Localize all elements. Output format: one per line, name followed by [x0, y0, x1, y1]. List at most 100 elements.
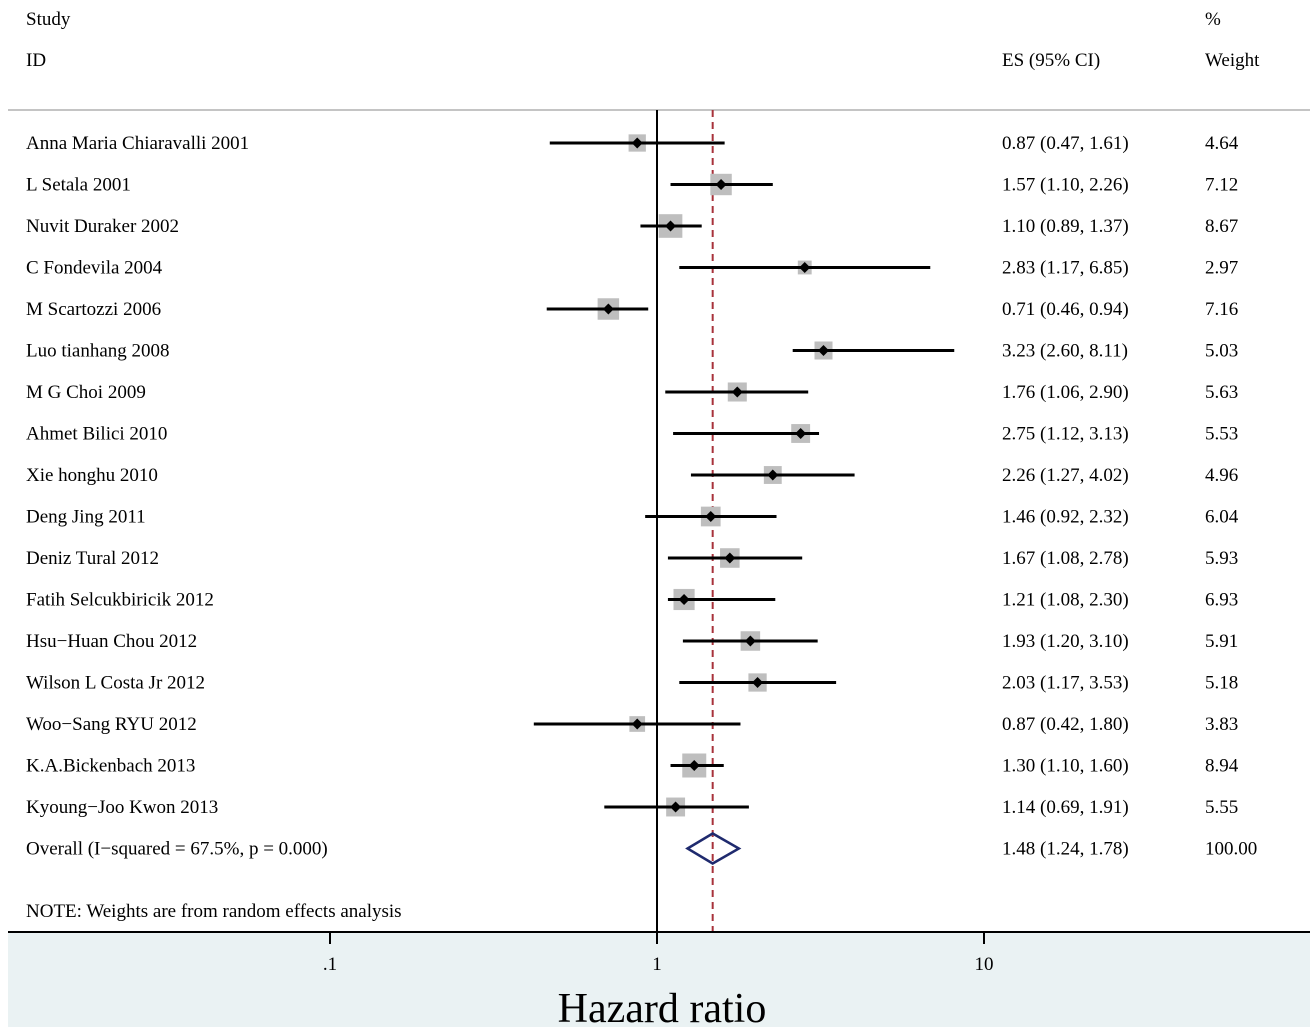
- weight-text: 4.64: [1205, 133, 1239, 154]
- point-marker: [670, 801, 682, 813]
- weight-text: 5.18: [1205, 673, 1238, 694]
- study-row: Luo tianhang 2008 3.23 (2.60, 8.11) 5.03: [26, 341, 1238, 362]
- header-study: Study: [26, 9, 71, 30]
- weight-text: 8.94: [1205, 756, 1239, 777]
- es-text: 0.87 (0.47, 1.61): [1002, 133, 1129, 154]
- study-label: Wilson L Costa Jr 2012: [26, 673, 205, 694]
- study-label: M G Choi 2009: [26, 382, 146, 403]
- weight-text: 4.96: [1205, 465, 1238, 486]
- x-tick-label: 1: [652, 954, 662, 975]
- study-label: Luo tianhang 2008: [26, 341, 170, 362]
- x-tick-label: 10: [975, 954, 994, 975]
- study-label: Fatih Selcukbiricik 2012: [26, 590, 214, 611]
- point-marker: [678, 594, 690, 605]
- es-text: 2.03 (1.17, 3.53): [1002, 673, 1129, 694]
- weight-text: 8.67: [1205, 216, 1238, 237]
- point-marker: [818, 345, 830, 356]
- x-axis-title: Hazard ratio: [558, 986, 767, 1027]
- x-axis-ticks: .1 1 10: [323, 932, 994, 975]
- weight-text: 5.91: [1205, 631, 1238, 652]
- study-label: Kyoung−Joo Kwon 2013: [26, 797, 218, 818]
- es-text: 1.30 (1.10, 1.60): [1002, 756, 1129, 777]
- es-text: 2.26 (1.27, 4.02): [1002, 465, 1129, 486]
- es-text: 3.23 (2.60, 8.11): [1002, 341, 1128, 362]
- study-label: Hsu−Huan Chou 2012: [26, 631, 197, 652]
- es-text: 2.83 (1.17, 6.85): [1002, 258, 1129, 279]
- study-row: Fatih Selcukbiricik 2012 1.21 (1.08, 2.30…: [26, 588, 1238, 611]
- weight-text: 7.16: [1205, 299, 1238, 320]
- x-tick-label: .1: [323, 954, 337, 975]
- study-row: K.A.Bickenbach 2013 1.30 (1.10, 1.60) 8.94: [26, 753, 1239, 778]
- weight-text: 5.93: [1205, 548, 1238, 569]
- header-weight: Weight: [1205, 50, 1260, 71]
- point-marker: [752, 677, 764, 688]
- study-row: Nuvit Duraker 2002 1.10 (0.89, 1.37) 8.67: [26, 214, 1238, 238]
- es-text: 1.76 (1.06, 2.90): [1002, 382, 1129, 403]
- study-row: M G Choi 2009 1.76 (1.06, 2.90) 5.63: [26, 382, 1238, 403]
- study-label: Anna Maria Chiaravalli 2001: [26, 133, 249, 154]
- study-label: M Scartozzi 2006: [26, 299, 161, 320]
- point-marker: [705, 511, 717, 522]
- weight-text: 3.83: [1205, 714, 1238, 735]
- study-label: Xie honghu 2010: [26, 465, 158, 486]
- study-row: Anna Maria Chiaravalli 2001 0.87 (0.47, 1…: [26, 133, 1239, 154]
- study-label: Deniz Tural 2012: [26, 548, 159, 569]
- header-id: ID: [26, 50, 46, 71]
- weight-text: 7.12: [1205, 175, 1238, 196]
- study-label: Deng Jing 2011: [26, 507, 146, 528]
- study-row: Deniz Tural 2012 1.67 (1.08, 2.78) 5.93: [26, 548, 1238, 569]
- study-label: K.A.Bickenbach 2013: [26, 756, 195, 777]
- point-marker: [795, 428, 807, 439]
- point-marker: [715, 179, 727, 190]
- es-text: 1.10 (0.89, 1.37): [1002, 216, 1129, 237]
- es-text: 1.14 (0.69, 1.91): [1002, 797, 1129, 818]
- study-label: L Setala 2001: [26, 175, 131, 196]
- axis-band: [8, 932, 1310, 1027]
- point-marker: [767, 469, 779, 481]
- study-label: Ahmet Bilici 2010: [26, 424, 167, 445]
- study-label: Nuvit Duraker 2002: [26, 216, 179, 237]
- weight-text: 6.93: [1205, 590, 1238, 611]
- point-marker: [631, 137, 643, 149]
- point-marker: [724, 552, 736, 564]
- weight-text: 5.55: [1205, 797, 1238, 818]
- es-text: 1.57 (1.10, 2.26): [1002, 175, 1129, 196]
- study-row: C Fondevila 2004 2.83 (1.17, 6.85) 2.97: [26, 258, 1238, 279]
- study-row: Woo−Sang RYU 2012 0.87 (0.42, 1.80) 3.83: [26, 714, 1238, 735]
- study-row: Ahmet Bilici 2010 2.75 (1.12, 3.13) 5.53: [26, 424, 1238, 445]
- overall-label: Overall (I−squared = 67.5%, p = 0.000): [26, 839, 328, 860]
- point-marker: [665, 220, 677, 232]
- header-es: ES (95% CI): [1002, 50, 1100, 71]
- point-marker: [602, 303, 614, 315]
- es-text: 1.93 (1.20, 3.10): [1002, 631, 1129, 652]
- study-rows: Anna Maria Chiaravalli 2001 0.87 (0.47, 1…: [26, 133, 1239, 818]
- overall-weight-text: 100.00: [1205, 839, 1257, 860]
- study-row: L Setala 2001 1.57 (1.10, 2.26) 7.12: [26, 173, 1238, 196]
- es-text: 0.71 (0.46, 0.94): [1002, 299, 1129, 320]
- es-text: 1.46 (0.92, 2.32): [1002, 507, 1129, 528]
- point-marker: [744, 635, 756, 647]
- es-text: 1.21 (1.08, 2.30): [1002, 590, 1129, 611]
- study-row: Hsu−Huan Chou 2012 1.93 (1.20, 3.10) 5.91: [26, 631, 1238, 652]
- study-row: Wilson L Costa Jr 2012 2.03 (1.17, 3.53) 5…: [26, 673, 1238, 694]
- point-marker: [731, 386, 743, 398]
- weight-text: 5.63: [1205, 382, 1238, 403]
- weight-text: 2.97: [1205, 258, 1238, 279]
- point-marker: [631, 718, 643, 730]
- study-row: M Scartozzi 2006 0.71 (0.46, 0.94) 7.16: [26, 298, 1238, 320]
- point-marker: [799, 262, 811, 273]
- es-text: 2.75 (1.12, 3.13): [1002, 424, 1129, 445]
- overall-es-text: 1.48 (1.24, 1.78): [1002, 839, 1129, 860]
- study-row: Kyoung−Joo Kwon 2013 1.14 (0.69, 1.91) 5.5…: [26, 797, 1238, 818]
- header-percent: %: [1205, 9, 1221, 30]
- es-text: 1.67 (1.08, 2.78): [1002, 548, 1129, 569]
- point-marker: [688, 760, 700, 771]
- es-text: 0.87 (0.42, 1.80): [1002, 714, 1129, 735]
- study-label: C Fondevila 2004: [26, 258, 163, 279]
- weight-text: 6.04: [1205, 507, 1239, 528]
- study-row: Deng Jing 2011 1.46 (0.92, 2.32) 6.04: [26, 507, 1239, 528]
- note-text: NOTE: Weights are from random effects an…: [26, 901, 402, 922]
- overall-diamond: [685, 832, 742, 865]
- study-label: Woo−Sang RYU 2012: [26, 714, 197, 735]
